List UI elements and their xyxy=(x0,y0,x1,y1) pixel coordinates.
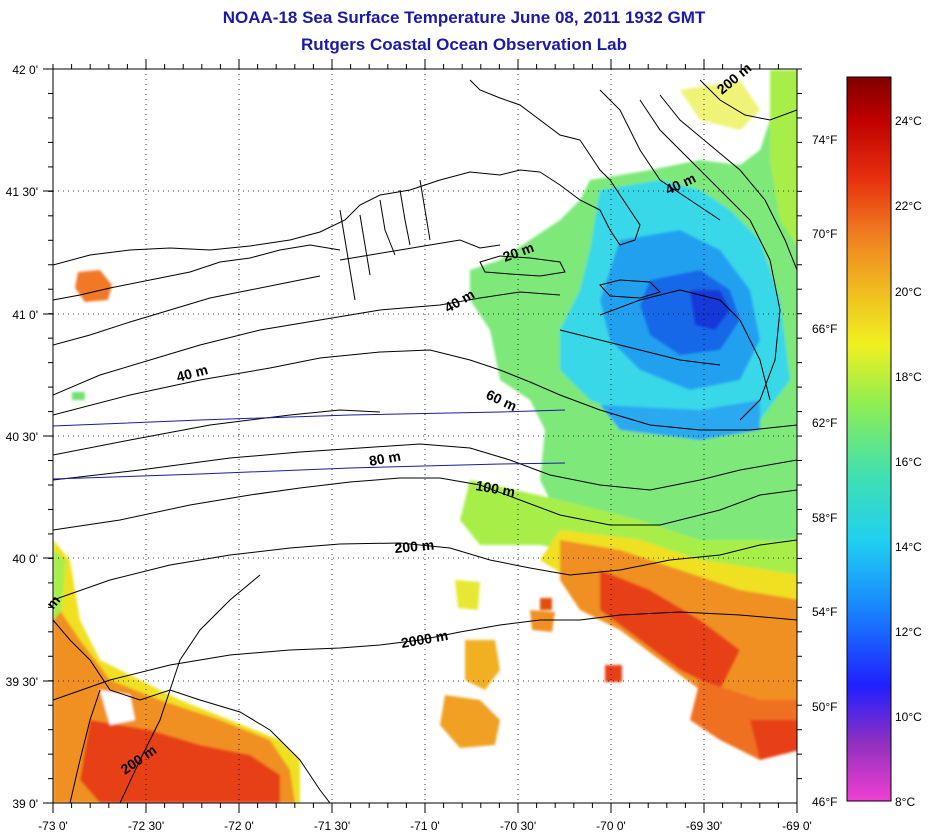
celsius-label: 20°C xyxy=(895,285,922,299)
lat-label: 39 30' xyxy=(6,675,38,689)
celsius-label: 22°C xyxy=(895,199,922,213)
lon-label: -72 30' xyxy=(128,819,164,833)
lon-label: -70 0' xyxy=(596,819,626,833)
coastline-contours xyxy=(53,79,797,803)
lat-label: 39 0' xyxy=(12,797,38,811)
longitude-labels: -73 0' -72 30' -72 0' -71 30' -71 0' -70… xyxy=(38,819,812,833)
lat-label: 42 0' xyxy=(12,63,38,77)
fahrenheit-label: 58°F xyxy=(812,511,837,525)
latitude-labels: 42 0' 41 30' 41 0' 40 30' 40 0' 39 30' 3… xyxy=(6,63,38,811)
lon-label: -73 0' xyxy=(38,819,68,833)
lon-label: -69 0' xyxy=(782,819,812,833)
celsius-label: 8°C xyxy=(895,795,915,809)
grid-lines xyxy=(53,69,797,803)
fahrenheit-label: 70°F xyxy=(812,227,837,241)
lon-label: -70 30' xyxy=(500,819,536,833)
lat-label: 40 0' xyxy=(12,552,38,566)
sst-field xyxy=(53,70,797,803)
celsius-label: 12°C xyxy=(895,625,922,639)
temperature-colorbar xyxy=(846,76,892,802)
fahrenheit-label: 66°F xyxy=(812,322,837,336)
map-subtitle: Rutgers Coastal Ocean Observation Lab xyxy=(301,35,627,54)
celsius-scale: 24°C 22°C 20°C 18°C 16°C 14°C 12°C 10°C … xyxy=(895,114,922,809)
fahrenheit-label: 46°F xyxy=(812,795,837,809)
contour-label-40m-w: 40 m xyxy=(175,361,210,385)
celsius-label: 16°C xyxy=(895,455,922,469)
fahrenheit-label: 54°F xyxy=(812,605,837,619)
lat-label: 40 30' xyxy=(6,430,38,444)
celsius-label: 10°C xyxy=(895,710,922,724)
fahrenheit-label: 74°F xyxy=(812,133,837,147)
contour-label-100m: 100 m xyxy=(474,477,516,500)
lon-label: -71 0' xyxy=(410,819,440,833)
contour-label-80m: 80 m xyxy=(368,448,402,469)
contour-label-200m-mid: 200 m xyxy=(394,537,435,556)
celsius-label: 18°C xyxy=(895,370,922,384)
fahrenheit-scale: 74°F 70°F 66°F 62°F 58°F 54°F 50°F 46°F xyxy=(812,133,837,809)
minor-ticks xyxy=(48,64,802,808)
celsius-label: 24°C xyxy=(895,114,922,128)
lat-label: 41 0' xyxy=(12,308,38,322)
map-title: NOAA-18 Sea Surface Temperature June 08,… xyxy=(222,8,706,27)
lon-label: -71 30' xyxy=(314,819,350,833)
lon-label: -69 30' xyxy=(686,819,722,833)
fahrenheit-label: 62°F xyxy=(812,416,837,430)
celsius-label: 14°C xyxy=(895,540,922,554)
lon-label: -72 0' xyxy=(224,819,254,833)
fahrenheit-label: 50°F xyxy=(812,700,837,714)
lat-label: 41 30' xyxy=(6,185,38,199)
